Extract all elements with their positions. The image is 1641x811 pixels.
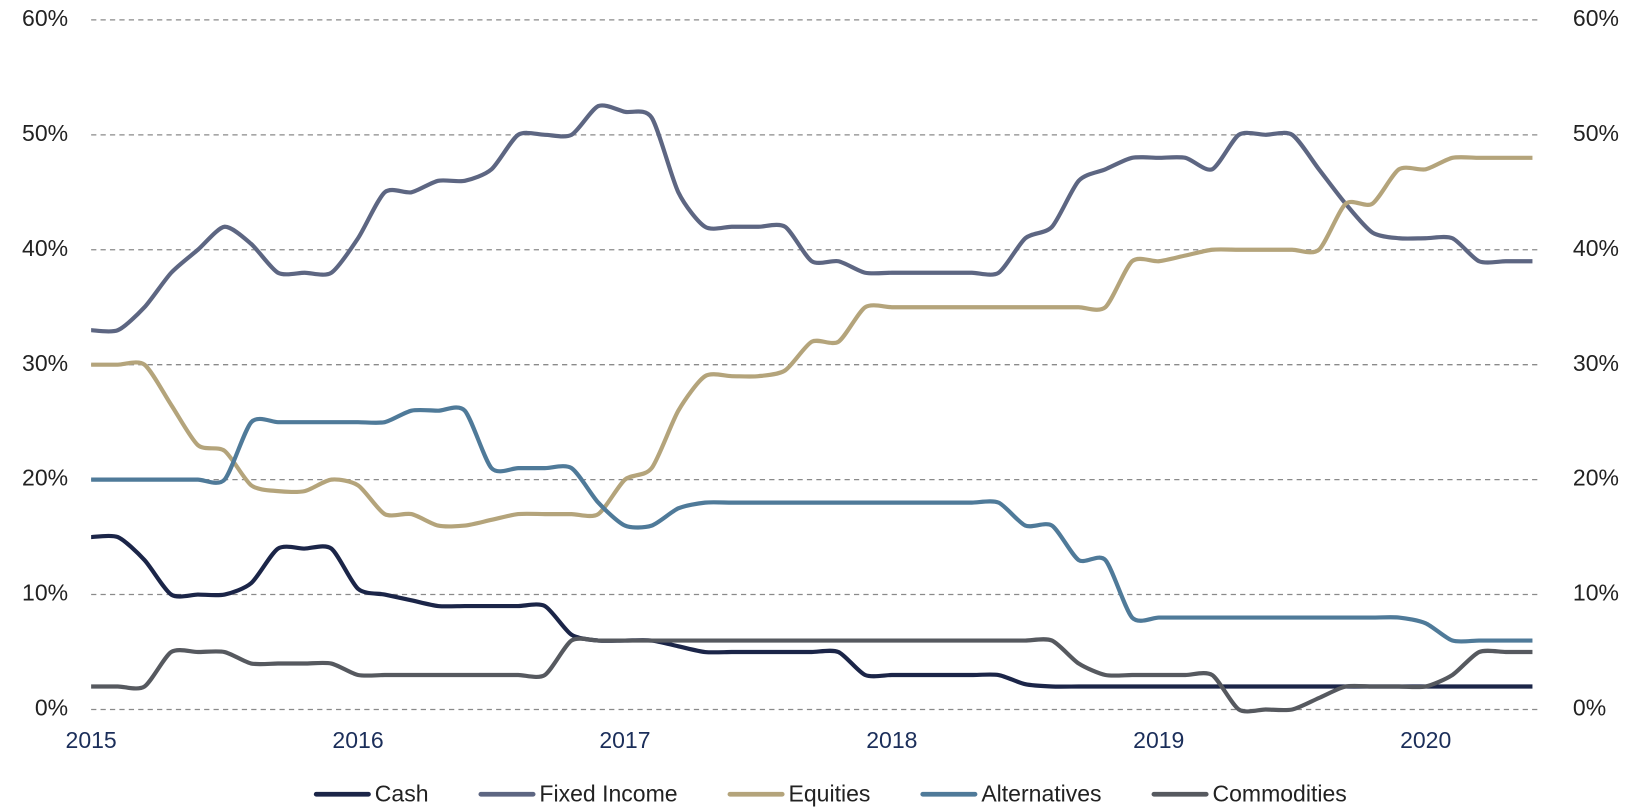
y-tick-label: 30% bbox=[22, 350, 68, 376]
y-tick-label: 20% bbox=[22, 465, 68, 491]
y2-tick-label: 60% bbox=[1573, 5, 1619, 31]
series-line bbox=[91, 155, 1533, 529]
x-tick-label: 2016 bbox=[332, 727, 383, 753]
y2-tick-label: 30% bbox=[1573, 350, 1619, 376]
y2-tick-label: 20% bbox=[1573, 465, 1619, 491]
x-tick-label: 2018 bbox=[866, 727, 917, 753]
y2-tick-label: 40% bbox=[1573, 235, 1619, 261]
series-line bbox=[90, 533, 1533, 689]
series-line bbox=[91, 405, 1533, 644]
x-tick-label: 2015 bbox=[66, 727, 117, 753]
legend-label: Fixed Income bbox=[539, 780, 677, 806]
legend-label: Equities bbox=[789, 780, 871, 806]
legend-label: Commodities bbox=[1213, 780, 1347, 806]
y-tick-label: 0% bbox=[35, 695, 68, 721]
y2-tick-label: 0% bbox=[1573, 695, 1606, 721]
y-tick-label: 60% bbox=[22, 5, 68, 31]
series-line bbox=[90, 103, 1533, 334]
y2-tick-label: 10% bbox=[1573, 580, 1619, 606]
x-tick-label: 2017 bbox=[599, 727, 650, 753]
y-tick-label: 50% bbox=[22, 120, 68, 146]
series-line bbox=[91, 636, 1533, 714]
legend-label: Cash bbox=[375, 780, 429, 806]
legend-label: Alternatives bbox=[981, 780, 1101, 806]
y2-tick-label: 50% bbox=[1573, 120, 1619, 146]
y-tick-label: 10% bbox=[22, 580, 68, 606]
y-tick-label: 40% bbox=[22, 235, 68, 261]
x-tick-label: 2020 bbox=[1400, 727, 1451, 753]
x-tick-label: 2019 bbox=[1133, 727, 1184, 753]
